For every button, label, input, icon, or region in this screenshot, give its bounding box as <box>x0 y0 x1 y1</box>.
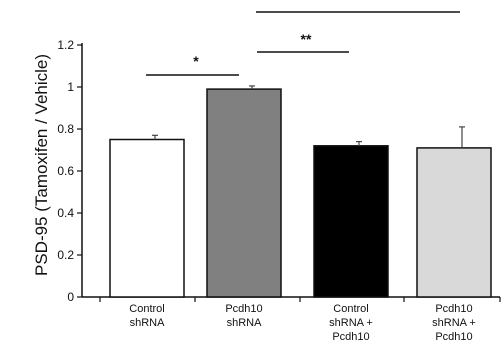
y-tick-label-4: 0.8 <box>57 122 74 136</box>
category-label-line: Pcdh10 <box>435 303 472 315</box>
significance-brackets: *** <box>146 11 460 76</box>
y-tick-label-1: 0.2 <box>57 248 74 262</box>
bar-2 <box>313 145 389 298</box>
category-label-line: Control <box>333 303 368 315</box>
y-tick-label-2: 0.4 <box>57 206 74 220</box>
category-label-line: Pcdh10 <box>225 303 262 315</box>
bar-1 <box>206 88 282 298</box>
category-label-1: Pcdh10 shRNA <box>225 303 262 329</box>
significance-label-1: ** <box>301 31 312 47</box>
y-tick-label-5: 1 <box>67 80 74 94</box>
category-label-2: Control shRNA + Pcdh10 <box>329 303 373 343</box>
category-label-line: shRNA <box>130 317 166 329</box>
category-label-3: Pcdh10 shRNA + Pcdh10 <box>432 303 476 343</box>
significance-label-0: * <box>193 53 199 69</box>
category-label-line: shRNA + <box>432 317 476 329</box>
category-label-line: Control <box>129 303 164 315</box>
bar-0 <box>109 138 185 298</box>
y-tick-label-0: 0 <box>67 290 74 304</box>
category-label-line: Pcdh10 <box>332 331 369 343</box>
bars <box>109 88 492 298</box>
category-label-line: shRNA <box>227 317 263 329</box>
category-label-line: Pcdh10 <box>435 331 472 343</box>
y-tick-label-3: 0.6 <box>57 164 74 178</box>
y-axis-label: PSD-95 (Tamoxifen / Vehicle) <box>32 54 51 276</box>
y-axis-label-group: PSD-95 (Tamoxifen / Vehicle) <box>32 54 51 276</box>
y-tick-label-6: 1.2 <box>57 38 74 52</box>
bar-3 <box>416 147 492 298</box>
category-label-0: Control shRNA <box>129 303 165 329</box>
category-label-line: shRNA + <box>329 317 373 329</box>
error-bars <box>152 85 465 148</box>
